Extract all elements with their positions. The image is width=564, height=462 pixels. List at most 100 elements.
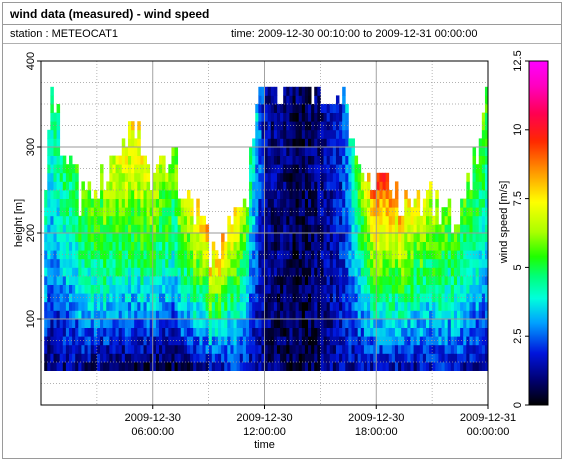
- heatmap-cell: [273, 301, 278, 311]
- heatmap-cell: [332, 362, 337, 371]
- heatmap-cell: [286, 181, 290, 191]
- heatmap-cell: [183, 233, 188, 242]
- heatmap-cell: [227, 319, 231, 328]
- heatmap-cell: [422, 362, 427, 371]
- heatmap-cell: [56, 250, 61, 260]
- heatmap-cell: [53, 164, 57, 174]
- colorbar-segment: [529, 299, 548, 302]
- heatmap-cell: [354, 362, 359, 371]
- heatmap-cell: [255, 241, 259, 251]
- heatmap-cell: [314, 293, 318, 303]
- heatmap-cell: [457, 362, 461, 371]
- heatmap-cell: [370, 241, 374, 251]
- heatmap-cell: [429, 301, 433, 311]
- heatmap-cell: [230, 224, 234, 234]
- heatmap-cell: [332, 301, 337, 311]
- heatmap-cell: [171, 224, 175, 234]
- heatmap-cell: [388, 241, 393, 251]
- heatmap-cell: [118, 336, 123, 346]
- heatmap-cell: [441, 362, 445, 371]
- heatmap-cell: [394, 362, 399, 371]
- heatmap-cell: [342, 207, 346, 217]
- heatmap-cell: [171, 215, 175, 225]
- heatmap-cell: [168, 190, 172, 199]
- heatmap-cell: [196, 215, 200, 225]
- heatmap-cell: [342, 215, 346, 225]
- heatmap-cell: [301, 147, 306, 156]
- colorbar-segment: [529, 291, 548, 294]
- colorbar-segment: [529, 121, 548, 124]
- heatmap-cell: [311, 147, 315, 156]
- heatmap-cell: [481, 181, 486, 191]
- heatmap-cell: [186, 327, 191, 337]
- heatmap-cell: [339, 233, 343, 242]
- heatmap-cell: [127, 310, 132, 320]
- y-tick-label: 300: [25, 138, 37, 156]
- heatmap-cell: [199, 327, 203, 337]
- heatmap-cell: [323, 215, 328, 225]
- heatmap-cell: [304, 86, 309, 96]
- heatmap-cell: [221, 319, 225, 328]
- colorbar-segment: [529, 249, 548, 252]
- heatmap-cell: [180, 276, 185, 285]
- heatmap-cell: [236, 336, 241, 346]
- heatmap-cell: [357, 190, 362, 199]
- heatmap-cell: [140, 198, 144, 208]
- colorbar-segment: [529, 105, 548, 108]
- heatmap-cell: [261, 276, 265, 285]
- heatmap-cell: [478, 310, 483, 320]
- heatmap-cell: [301, 241, 306, 251]
- heatmap-cell: [410, 215, 414, 225]
- heatmap-cell: [332, 215, 337, 225]
- heatmap-cell: [65, 215, 70, 225]
- heatmap-cell: [155, 207, 160, 217]
- heatmap-cell: [186, 224, 191, 234]
- heatmap-cell: [180, 258, 185, 268]
- heatmap-cell: [457, 344, 461, 354]
- heatmap-cell: [190, 301, 194, 311]
- heatmap-cell: [53, 138, 57, 148]
- heatmap-cell: [339, 181, 343, 191]
- heatmap-cell: [270, 104, 275, 113]
- heatmap-cell: [168, 327, 172, 337]
- heatmap-cell: [124, 293, 129, 303]
- heatmap-cell: [174, 190, 179, 199]
- heatmap-cell: [339, 301, 343, 311]
- heatmap-cell: [317, 241, 321, 251]
- heatmap-cell: [484, 147, 489, 156]
- colorbar-segment: [529, 159, 548, 162]
- heatmap-cell: [134, 327, 138, 337]
- heatmap-cell: [208, 310, 213, 320]
- heatmap-cell: [183, 362, 188, 371]
- heatmap-cell: [311, 155, 315, 165]
- heatmap-cell: [432, 215, 436, 225]
- heatmap-cell: [62, 267, 67, 277]
- heatmap-cell: [115, 207, 120, 217]
- heatmap-cell: [221, 233, 225, 242]
- heatmap-cell: [152, 172, 157, 182]
- colorbar: [528, 60, 549, 406]
- colorbar-segment: [529, 75, 548, 78]
- heatmap-cell: [292, 258, 296, 268]
- heatmap-cell: [168, 362, 172, 371]
- heatmap-cell: [218, 258, 222, 268]
- heatmap-cell: [109, 207, 113, 217]
- heatmap-cell: [146, 215, 151, 225]
- heatmap-cell: [363, 353, 368, 363]
- heatmap-cell: [481, 276, 486, 285]
- heatmap-cell: [59, 327, 64, 337]
- heatmap-cell: [276, 190, 281, 199]
- heatmap-cell: [59, 215, 64, 225]
- heatmap-cell: [419, 336, 424, 346]
- heatmap-cell: [233, 293, 238, 303]
- heatmap-cell: [270, 155, 275, 165]
- heatmap-cell: [444, 258, 449, 268]
- heatmap-cell: [320, 284, 324, 294]
- heatmap-cell: [404, 310, 408, 320]
- heatmap-cell: [143, 190, 147, 199]
- heatmap-cell: [295, 172, 300, 182]
- heatmap-cell: [255, 344, 259, 354]
- heatmap-cell: [96, 215, 101, 225]
- heatmap-cell: [50, 86, 54, 96]
- heatmap-cell: [252, 181, 256, 191]
